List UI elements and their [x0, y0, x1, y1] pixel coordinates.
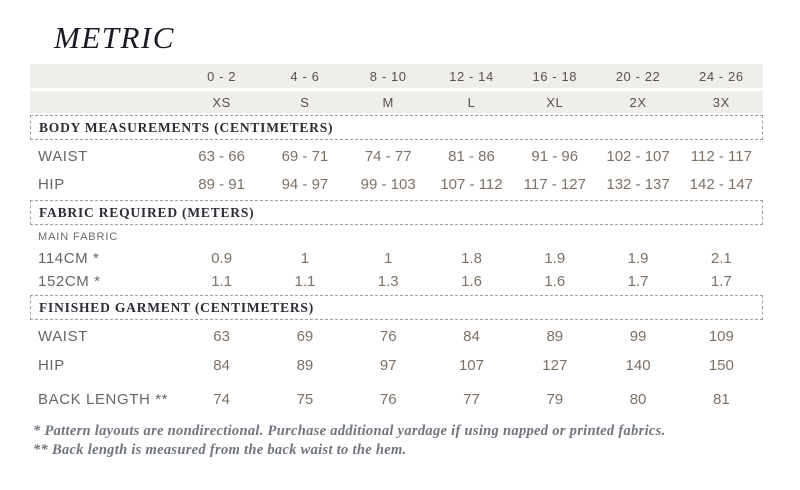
table-cell: 102 - 107: [606, 147, 670, 165]
table-cell: 81 - 86: [448, 147, 495, 165]
table-cell: 1.9: [627, 250, 649, 267]
table-cell: 142 - 147: [689, 175, 754, 193]
size-column-header: 0 - 2: [207, 68, 237, 84]
table-cell: 97: [379, 357, 397, 374]
size-letter-header: L: [467, 94, 476, 110]
footnotes: * Pattern layouts are nondirectional. Pu…: [33, 422, 666, 459]
size-letter-header: S: [300, 94, 310, 110]
table-cell: 1.6: [461, 273, 482, 290]
table-cell: 74 - 77: [364, 147, 412, 165]
table-cell: 132 - 137: [606, 175, 670, 193]
table-cell: 81: [713, 390, 730, 408]
footnote-pattern-layouts: * Pattern layouts are nondirectional. Pu…: [33, 423, 666, 439]
table-row-hip-finished: HIP 84 89 97 107 127 140 150: [30, 351, 763, 380]
size-column-header: 24 - 26: [699, 68, 744, 84]
table-cell: 76: [379, 390, 397, 408]
size-letter-header: XS: [212, 94, 231, 110]
table-row-152cm: 152CM * 1.1 1.1 1.3 1.6 1.6 1.7 1.7: [30, 270, 763, 293]
table-cell: 94 - 97: [281, 175, 329, 193]
subheader-main-fabric: MAIN FABRIC: [38, 231, 119, 243]
table-cell: 76: [379, 328, 397, 345]
table-cell: 1.6: [544, 273, 566, 290]
table-cell: 1.8: [461, 250, 482, 267]
table-cell: 109: [708, 328, 734, 345]
table-cell: 80: [629, 390, 647, 408]
row-label: 152CM *: [38, 273, 101, 290]
row-label: WAIST: [38, 147, 88, 165]
table-cell: 89: [546, 328, 564, 345]
size-numbers-header-row: 0 - 2 4 - 6 8 - 10 12 - 14 16 - 18 20 - …: [30, 64, 763, 88]
table-row-114cm: 114CM * 0.9 1 1 1.8 1.9 1.9 2.1: [30, 247, 763, 270]
table-row-hip-body: HIP 89 - 91 94 - 97 99 - 103 107 - 112 1…: [30, 170, 763, 198]
row-label: 114CM *: [38, 250, 100, 267]
table-cell: 1.9: [544, 250, 566, 267]
table-row-waist-body: WAIST 63 - 66 69 - 71 74 - 77 81 - 86 91…: [30, 142, 763, 170]
table-cell: 0.9: [211, 250, 233, 267]
table-cell: 89 - 91: [198, 175, 245, 193]
table-cell: 1.7: [627, 273, 649, 290]
size-chart-table: 0 - 2 4 - 6 8 - 10 12 - 14 16 - 18 20 - …: [30, 64, 763, 413]
row-label: HIP: [38, 175, 65, 193]
table-cell: 1.1: [294, 273, 316, 290]
table-cell: 63 - 66: [198, 147, 245, 165]
table-cell: 69 - 71: [281, 147, 329, 165]
size-letter-header: M: [382, 94, 394, 110]
table-cell: 63: [213, 328, 230, 345]
table-cell: 107: [458, 357, 484, 374]
table-cell: 99 - 103: [360, 175, 416, 193]
table-row-waist-finished: WAIST 63 69 76 84 89 99 109: [30, 322, 763, 351]
section-header-finished-garment: FINISHED GARMENT (CENTIMETERS): [30, 295, 763, 320]
table-cell: 1: [300, 250, 310, 267]
size-column-header: 16 - 18: [532, 68, 578, 84]
table-cell: 1.3: [377, 273, 399, 290]
row-label: BACK LENGTH **: [38, 390, 169, 408]
table-cell: 89: [296, 357, 314, 374]
table-cell: 140: [625, 357, 651, 374]
table-cell: 84: [213, 357, 230, 374]
table-cell: 84: [463, 328, 480, 345]
size-letters-header-row: XS S M L XL 2X 3X: [30, 91, 763, 113]
row-label: WAIST: [38, 328, 88, 345]
table-cell: 2.1: [710, 250, 732, 267]
table-cell: 150: [708, 357, 734, 374]
table-cell: 117 - 127: [523, 175, 586, 193]
table-cell: 77: [463, 390, 480, 408]
table-cell: 69: [296, 328, 314, 345]
table-cell: 1.1: [211, 273, 233, 290]
table-cell: 1.7: [710, 273, 732, 290]
section-header-fabric-required: FABRIC REQUIRED (METERS): [30, 200, 763, 225]
row-label: HIP: [38, 357, 65, 374]
size-column-header: 4 - 6: [290, 68, 320, 84]
table-cell: 74: [213, 390, 230, 408]
size-column-header: 8 - 10: [369, 68, 407, 84]
footnote-back-length: ** Back length is measured from the back…: [33, 441, 407, 458]
table-cell: 91 - 96: [531, 147, 579, 165]
table-cell: 99: [629, 328, 647, 345]
page-title: METRIC: [54, 20, 175, 55]
size-letter-header: XL: [546, 94, 564, 110]
table-cell: 107 - 112: [440, 175, 503, 193]
table-row-back-length: BACK LENGTH ** 74 75 76 77 79 80 81: [30, 380, 763, 413]
size-column-header: 20 - 22: [615, 68, 661, 84]
table-cell: 75: [296, 390, 314, 408]
size-letter-header: 3X: [712, 94, 730, 110]
table-cell: 127: [542, 357, 568, 374]
size-column-header: 12 - 14: [449, 68, 494, 84]
table-cell: 1: [384, 250, 393, 267]
table-cell: 79: [546, 390, 564, 408]
size-letter-header: 2X: [629, 94, 647, 110]
section-header-body-measurements: BODY MEASUREMENTS (CENTIMETERS): [30, 115, 763, 140]
table-cell: 112 - 117: [690, 147, 752, 165]
